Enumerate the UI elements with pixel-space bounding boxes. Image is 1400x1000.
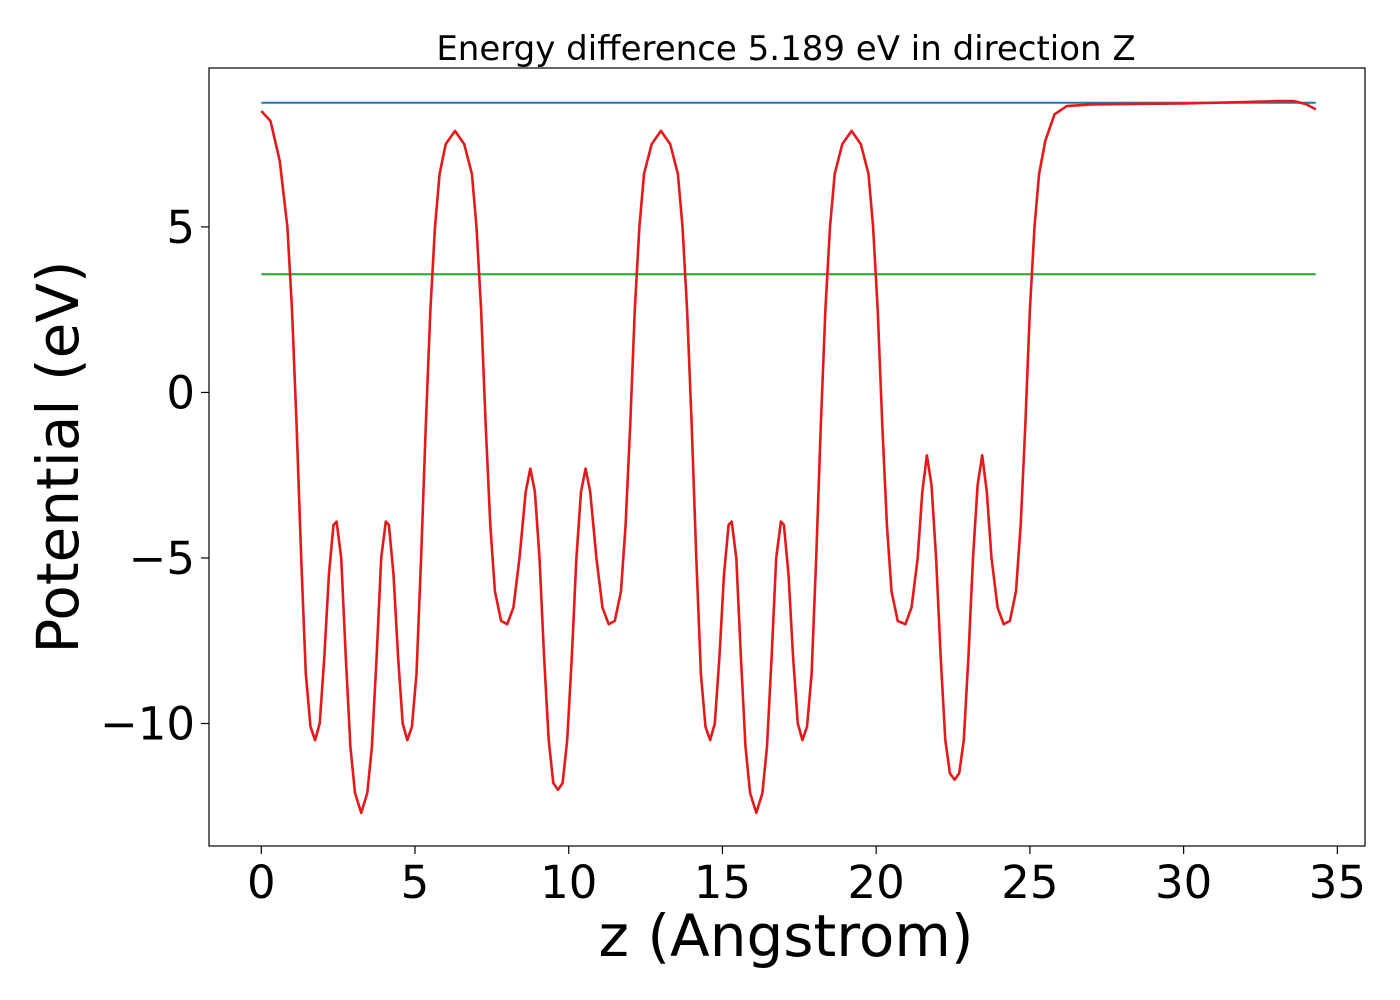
- x-tick-label: 35: [1309, 856, 1366, 909]
- x-tick-label: 25: [1001, 856, 1058, 909]
- plot-lines: [260, 99, 1317, 815]
- y-axis-label: Potential (eV): [24, 260, 92, 653]
- x-tick-label: 0: [247, 856, 276, 909]
- y-tick-label: 0: [166, 366, 195, 419]
- x-tick-label: 10: [540, 856, 597, 909]
- x-tick-label: 30: [1155, 856, 1212, 909]
- x-tick-label: 15: [694, 856, 751, 909]
- y-tick-label: −10: [100, 698, 195, 751]
- y-tick-label: 5: [166, 201, 195, 254]
- chart-title: Energy difference 5.189 eV in direction …: [436, 29, 1135, 69]
- x-axis-label: z (Angstrom): [599, 902, 974, 970]
- x-axis-ticks: 0 5 10 15 20 25 30 35: [247, 846, 1366, 909]
- series-line-2: [260, 99, 1317, 815]
- x-tick-label: 20: [848, 856, 905, 909]
- x-tick-label: 5: [401, 856, 430, 909]
- plot-frame: [208, 67, 1366, 847]
- y-tick-label: −5: [129, 532, 195, 585]
- y-axis-ticks: −10 −5 0 5: [100, 201, 209, 751]
